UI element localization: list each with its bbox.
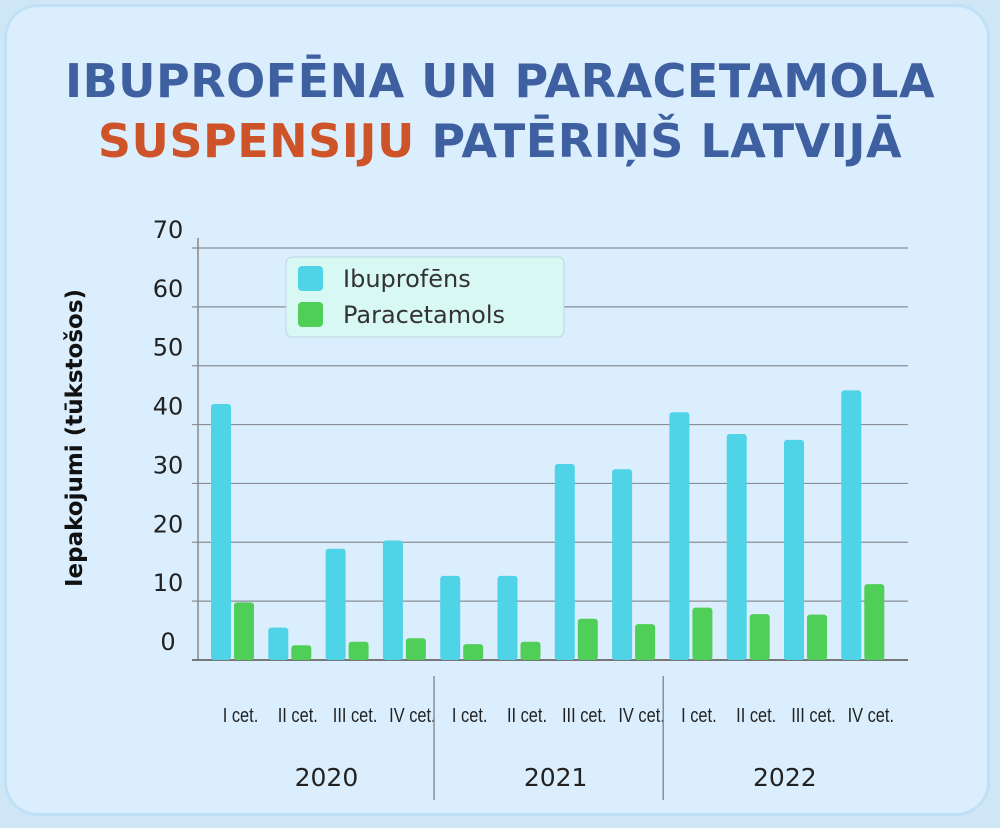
- bar-paracetamols: [291, 645, 312, 660]
- bar-paracetamols: [463, 644, 484, 660]
- year-label: 2020: [295, 763, 359, 792]
- title-rest: PATĒRIŅŠ LATVIJĀ: [431, 114, 903, 168]
- bar-ibuprofens: [497, 575, 518, 660]
- bar-paracetamols: [635, 624, 656, 660]
- bar-ibuprofens: [325, 548, 346, 660]
- bar-paracetamols: [864, 584, 885, 660]
- legend-label: Ibuprofēns: [343, 265, 471, 293]
- chart-card: [4, 4, 990, 816]
- chart-title-line1: IBUPROFĒNA UN PARACETAMOLA: [0, 58, 1000, 104]
- bar-paracetamols: [577, 618, 598, 660]
- bar-paracetamols: [520, 641, 541, 660]
- x-tick-label: III cet.: [333, 703, 378, 726]
- x-tick-label: I cet.: [681, 703, 717, 726]
- bar-ibuprofens: [726, 433, 747, 660]
- y-tick-label: 60: [153, 275, 184, 303]
- title-main: IBUPROFĒNA UN PARACETAMOLA: [64, 54, 936, 108]
- x-axis-labels: I cet. II cet. III cet. IV cet. I cet. II cet…: [223, 676, 894, 800]
- bar-ibuprofens: [268, 627, 289, 660]
- legend-box: [285, 256, 565, 338]
- title-accent: SUSPENSIJU: [97, 114, 415, 168]
- x-tick-label: IV cet.: [389, 703, 435, 726]
- x-tick-label: II cet.: [278, 703, 318, 726]
- bar-paracetamols: [749, 614, 770, 660]
- y-axis-ticks: 0 10 20 30 40 50 60 70: [153, 216, 184, 656]
- x-tick-label: III cet.: [562, 703, 607, 726]
- bar-paracetamols: [692, 607, 713, 660]
- bars: [211, 390, 885, 660]
- bar-ibuprofens: [784, 439, 804, 660]
- y-tick-label: 10: [153, 569, 184, 597]
- bar-paracetamols: [348, 641, 369, 660]
- bar-ibuprofens: [612, 469, 633, 660]
- bar-ibuprofens: [211, 403, 231, 660]
- y-tick-label: 40: [153, 393, 184, 421]
- y-tick-label: 30: [153, 451, 184, 479]
- legend: Ibuprofēns Paracetamols: [285, 256, 565, 338]
- y-tick-label: 70: [153, 216, 184, 244]
- x-tick-label: IV cet.: [618, 703, 664, 726]
- bar-ibuprofens: [554, 464, 575, 660]
- x-tick-label: II cet.: [736, 703, 776, 726]
- x-tick-label: I cet.: [223, 703, 259, 726]
- chart-title-line2: SUSPENSIJU PATĒRIŅŠ LATVIJĀ: [0, 118, 1000, 164]
- y-axis-label: Iepakojumi (tūkstošos): [62, 289, 88, 587]
- year-label: 2022: [753, 763, 817, 792]
- bar-paracetamols: [405, 638, 426, 660]
- y-tick-label: 0: [160, 628, 175, 656]
- x-tick-label: III cet.: [791, 703, 836, 726]
- x-tick-label: IV cet.: [848, 703, 894, 726]
- x-tick-label: I cet.: [452, 703, 488, 726]
- gridlines: [192, 238, 908, 661]
- year-label: 2021: [524, 763, 588, 792]
- legend-swatch: [298, 302, 323, 327]
- bar-ibuprofens: [382, 540, 403, 660]
- bar-ibuprofens: [669, 412, 690, 660]
- y-tick-label: 20: [153, 510, 184, 538]
- y-tick-label: 50: [153, 334, 184, 362]
- bar-ibuprofens: [841, 390, 862, 660]
- legend-label: Paracetamols: [343, 301, 505, 329]
- legend-swatch: [298, 266, 323, 291]
- bar-paracetamols: [807, 614, 827, 660]
- bar-paracetamols: [234, 602, 254, 660]
- bar-ibuprofens: [440, 575, 461, 660]
- x-tick-label: II cet.: [507, 703, 547, 726]
